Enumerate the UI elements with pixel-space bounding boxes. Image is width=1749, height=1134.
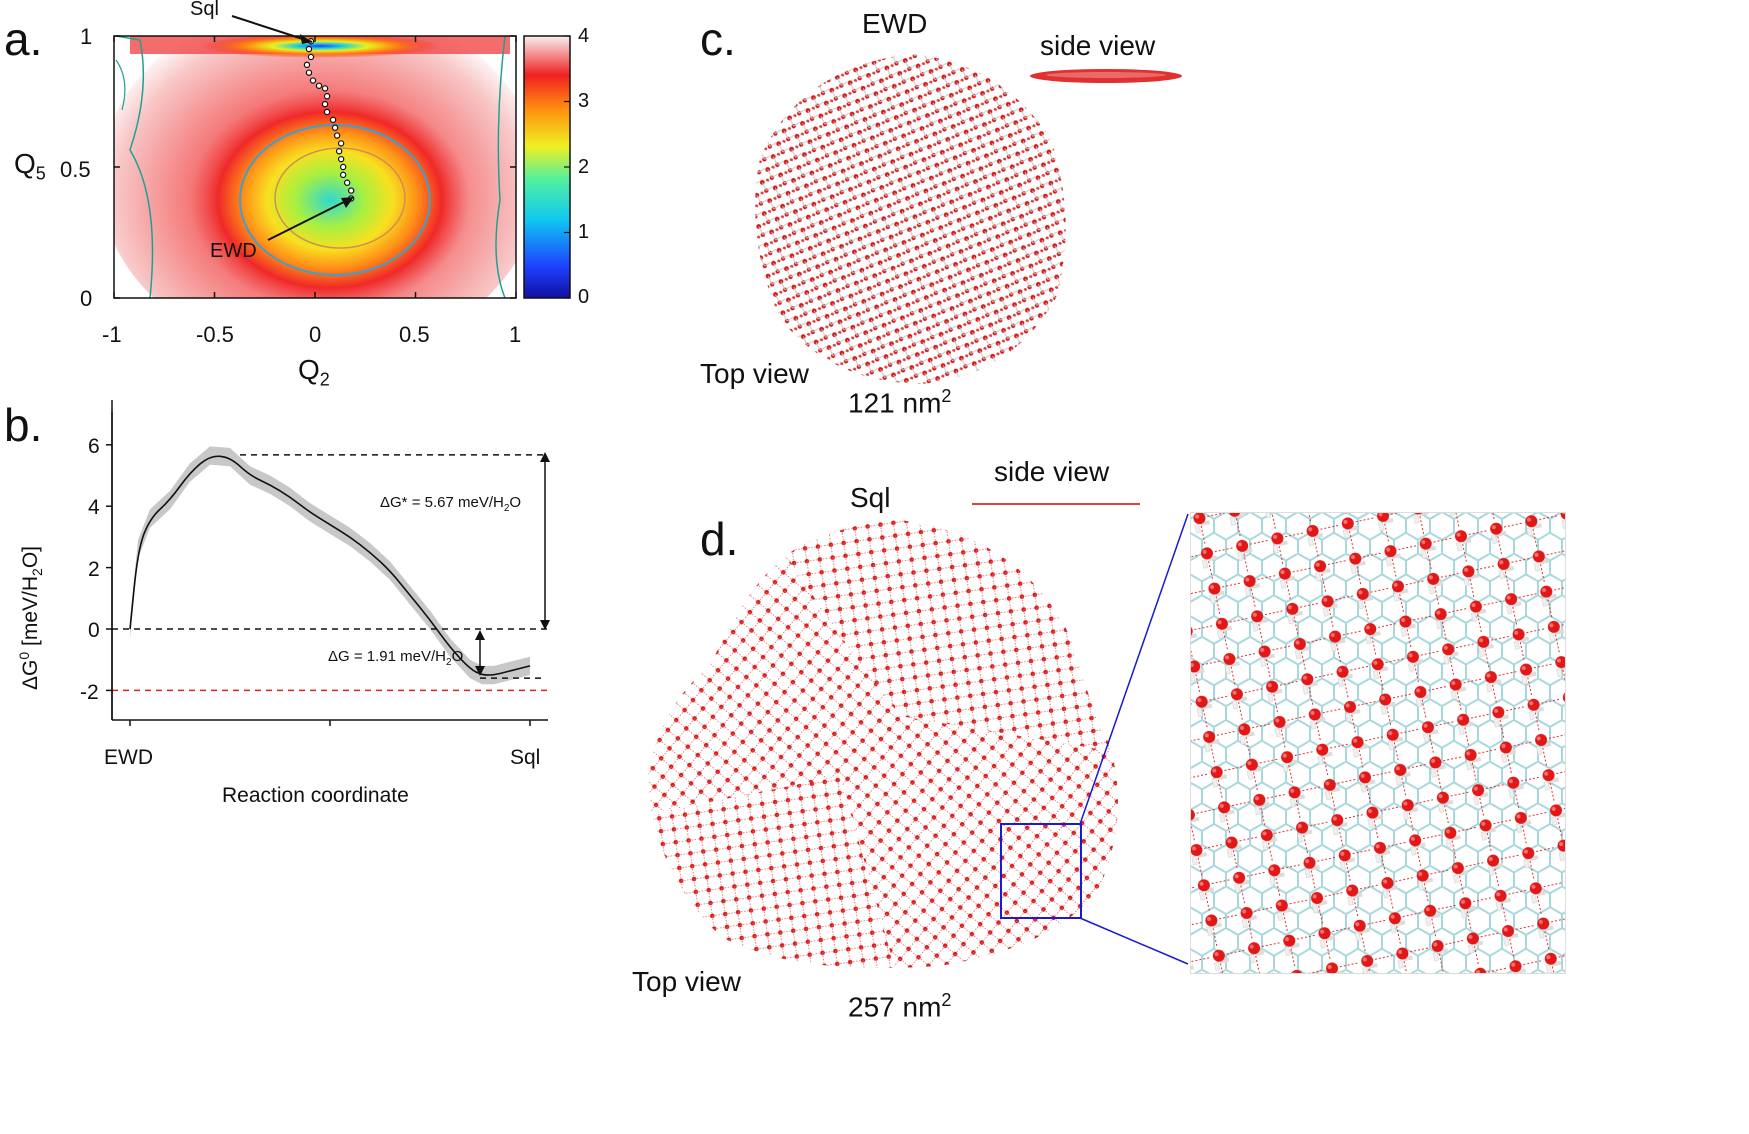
panel-b-label: b. — [4, 399, 43, 451]
path-point — [339, 171, 347, 179]
barrier-annotation: ΔG* = 5.67 meV/H2O — [380, 494, 522, 514]
path-point — [305, 45, 313, 53]
zoom-connectors — [1080, 513, 1189, 965]
reaction-path — [303, 38, 355, 202]
path-point — [323, 108, 331, 116]
free-energy-chart — [106, 400, 550, 726]
path-point — [343, 179, 351, 186]
colorbar-tick-label: 3 — [578, 90, 590, 112]
x-tick-label: -0.5 — [196, 322, 234, 347]
y-axis-label: ΔG0 [meV/H2O] — [16, 546, 46, 690]
sql-zoomed-image — [1190, 512, 1566, 974]
path-point — [335, 148, 343, 155]
panel-d-side-view-label: side view — [994, 456, 1110, 487]
colorbar-tick-label: 4 — [578, 25, 590, 47]
series-line — [129, 455, 531, 676]
panel-d-top-view-label: Top view — [632, 966, 741, 997]
y-tick-label: 0 — [80, 286, 93, 311]
path-point — [337, 140, 345, 147]
x-tick-label: 0.5 — [399, 322, 430, 347]
x-tick-label-ewd: EWD — [104, 746, 153, 769]
y-tick-label: -2 — [80, 681, 99, 704]
panel-c-side-view-label: side view — [1040, 30, 1156, 61]
path-point — [331, 124, 339, 131]
confidence-band — [130, 446, 530, 685]
y-tick-label: 0 — [88, 619, 100, 642]
colorbar-tick-label: 2 — [578, 156, 590, 178]
panel-c-area: 121 nm2 — [848, 386, 952, 419]
path-point — [307, 53, 315, 61]
y-tick-label: 0.5 — [60, 157, 91, 182]
delta-g-annotation: ΔG = 1.91 meV/H2O — [328, 648, 464, 668]
y-tick-label: 1 — [80, 24, 93, 49]
x-axis-label: Reaction coordinate — [222, 784, 409, 807]
annotation-ewd: EWD — [210, 240, 257, 262]
panel-a-label: a. — [4, 13, 43, 65]
y-tick-marks — [106, 444, 112, 692]
zoom-region-box — [1000, 823, 1082, 919]
path-point — [347, 187, 355, 194]
path-point — [315, 82, 323, 89]
colorbar-ticks — [564, 35, 570, 299]
path-point — [323, 93, 331, 100]
sql-top-view-image — [648, 520, 1118, 968]
path-point — [339, 163, 347, 171]
panel-a — [0, 0, 640, 400]
path-point — [321, 100, 329, 108]
path-point — [333, 132, 341, 139]
y-tick-label: 2 — [88, 558, 100, 581]
path-point — [321, 85, 329, 92]
path-point — [329, 116, 337, 124]
x-tick-label: 1 — [509, 322, 522, 347]
y-axis-label: Q5 — [14, 148, 46, 184]
sql-arrow — [231, 15, 313, 43]
colorbar-tick-label: 0 — [578, 286, 590, 308]
ewd-top-view-image — [755, 54, 1066, 384]
heatmap-chart — [113, 15, 571, 299]
x-tick-label: 0 — [309, 322, 322, 347]
y-tick-marks — [114, 35, 516, 299]
ewd-arrow — [267, 197, 353, 241]
y-tick-label: 4 — [88, 496, 100, 519]
ewd-side-view-image — [1030, 69, 1182, 83]
colorbar — [523, 35, 571, 299]
path-point — [305, 69, 313, 76]
path-point — [337, 155, 345, 163]
panel-c-label: c. — [700, 13, 736, 65]
path-point — [309, 77, 317, 84]
x-tick-label-sql: Sql — [510, 746, 541, 769]
panel-d-title: Sql — [850, 482, 891, 513]
panel-b — [0, 400, 640, 820]
x-axis-label: Q2 — [298, 354, 330, 390]
colorbar-tick-label: 1 — [578, 221, 590, 243]
panel-d-label: d. — [700, 513, 739, 565]
annotation-sql: Sql — [190, 0, 219, 20]
x-tick-label: -1 — [102, 322, 122, 347]
panel-d-area: 257 nm2 — [848, 990, 952, 1023]
sql-side-view-image — [972, 503, 1140, 505]
x-tick-marks — [113, 36, 517, 298]
y-tick-label: 6 — [88, 435, 100, 458]
path-point — [303, 61, 311, 69]
panel-c-title: EWD — [862, 8, 928, 39]
panel-c-top-view-label: Top view — [700, 358, 809, 389]
